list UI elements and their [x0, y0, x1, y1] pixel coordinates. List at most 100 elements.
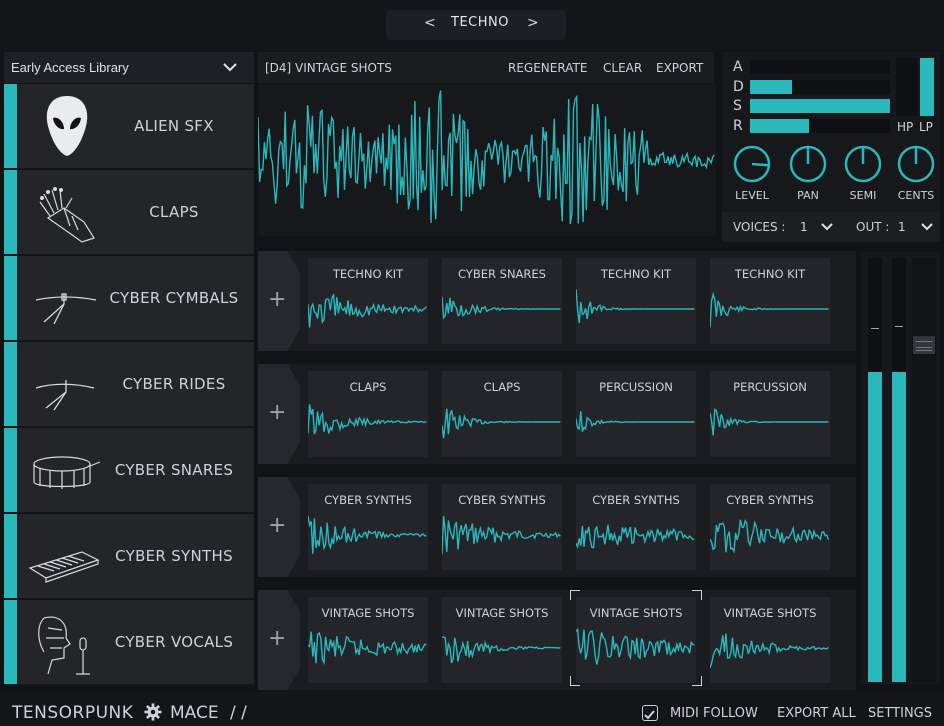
clear-button[interactable]: CLEAR [603, 61, 643, 75]
selection-strip [4, 600, 17, 684]
sample-pad[interactable]: VINTAGE SHOTS [576, 597, 696, 683]
next-preset-button[interactable]: > [527, 15, 539, 31]
library-item-label: CYBER RIDES [122, 375, 226, 393]
level-knob[interactable] [730, 144, 774, 188]
brand-name: TENSORPUNK [12, 703, 134, 723]
sample-pad[interactable]: PERCUSSION [710, 371, 830, 457]
pad-waveform [308, 292, 427, 328]
sample-pad[interactable]: CLAPS [442, 371, 562, 457]
knob-pointer [751, 162, 769, 167]
library-item-cyber-rides[interactable]: CYBER RIDES [4, 342, 254, 427]
pad-label: CYBER SYNTHS [726, 493, 814, 507]
preset-name[interactable]: TECHNO [451, 15, 509, 30]
lp-slider[interactable] [920, 58, 934, 116]
settings-button[interactable]: SETTINGS [868, 706, 933, 721]
add-pad-button[interactable]: + [258, 477, 300, 577]
pad-label: TECHNO KIT [600, 267, 672, 281]
robot-hand-icon [39, 187, 95, 243]
export-button[interactable]: EXPORT [656, 61, 704, 75]
product-name: MACE [170, 703, 219, 723]
pad-label: CLAPS [483, 380, 521, 394]
release-slider[interactable] [750, 119, 890, 133]
waveform-trace [442, 515, 561, 555]
pad-waveform [308, 404, 427, 435]
chevron-down-icon[interactable] [820, 222, 834, 232]
sample-pad[interactable]: TECHNO KIT [576, 258, 696, 344]
waveform-trace [576, 627, 695, 665]
checkmark-icon [644, 710, 655, 720]
pad-label: VINTAGE SHOTS [455, 606, 549, 620]
sample-pad[interactable]: CYBER SYNTHS [576, 484, 696, 570]
voices-label: VOICES : [733, 220, 786, 234]
sustain-slider[interactable] [750, 99, 890, 113]
library-item-label: CYBER VOCALS [114, 633, 234, 651]
library-item-cyber-vocals[interactable]: CYBER VOCALS [4, 600, 254, 685]
sample-pad[interactable]: VINTAGE SHOTS [308, 597, 428, 683]
sample-pad[interactable]: CYBER SYNTHS [710, 484, 830, 570]
cymbal-icon [35, 293, 97, 325]
pad-waveform [576, 627, 695, 665]
sample-pad[interactable]: VINTAGE SHOTS [710, 597, 830, 683]
library-item-cyber-cymbals[interactable]: CYBER CYMBALS [4, 256, 254, 341]
sample-pad[interactable]: TECHNO KIT [308, 258, 428, 344]
pad-label: CYBER SYNTHS [592, 493, 680, 507]
release-label: R [733, 118, 743, 134]
waveform-trace [710, 633, 829, 669]
library-item-label: CYBER SYNTHS [115, 547, 233, 565]
prev-preset-button[interactable]: < [424, 15, 436, 31]
waveform-trace [308, 292, 427, 328]
decay-slider[interactable] [750, 80, 890, 94]
sample-pad[interactable]: PERCUSSION [576, 371, 696, 457]
voices-out-bar [722, 212, 940, 242]
gear-icon[interactable] [144, 703, 162, 721]
hp-label: HP [897, 120, 914, 134]
library-item-cyber-synths[interactable]: CYBER SYNTHS [4, 514, 254, 599]
sample-pad[interactable]: CYBER SYNTHS [442, 484, 562, 570]
pad-waveform [710, 519, 830, 554]
pad-label: PERCUSSION [733, 380, 807, 394]
selection-strip [4, 256, 17, 340]
head-microphone-icon [38, 616, 90, 675]
waveform-trace [442, 636, 561, 664]
selection-strip [4, 514, 17, 598]
lp-fill [920, 58, 934, 116]
pad-label: TECHNO KIT [332, 267, 404, 281]
snare-drum-icon [33, 456, 101, 489]
midi-follow-checkbox[interactable] [642, 705, 658, 721]
pan-knob[interactable] [786, 144, 830, 188]
pan-label: PAN [797, 189, 819, 202]
sample-pad[interactable]: TECHNO KIT [710, 258, 830, 344]
cents-knob[interactable] [894, 144, 938, 188]
sample-pad[interactable]: CLAPS [308, 371, 428, 457]
pad-waveform [710, 408, 829, 436]
semi-knob[interactable] [841, 144, 885, 188]
pad-label: CYBER SYNTHS [458, 493, 546, 507]
export-all-button[interactable]: EXPORT ALL [777, 706, 856, 721]
sample-pad[interactable]: CYBER SNARES [442, 258, 562, 344]
library-item-claps[interactable]: CLAPS [4, 170, 254, 255]
waveform-display[interactable] [257, 84, 716, 236]
attack-slider[interactable] [750, 60, 890, 74]
hp-slider[interactable] [896, 58, 918, 116]
decay-fill [750, 80, 792, 94]
pad-label: CLAPS [349, 380, 387, 394]
library-item-label: CLAPS [149, 203, 199, 221]
library-item-cyber-snares[interactable]: CYBER SNARES [4, 428, 254, 513]
regenerate-button[interactable]: REGENERATE [508, 61, 588, 75]
add-pad-button[interactable]: + [258, 251, 300, 351]
chevron-down-icon[interactable] [920, 222, 934, 232]
add-pad-button[interactable]: + [258, 364, 300, 464]
midi-follow-label[interactable]: MIDI FOLLOW [670, 706, 758, 721]
chevron-down-icon[interactable] [222, 61, 238, 73]
volume-handle[interactable] [913, 336, 935, 354]
voices-value[interactable]: 1 [800, 220, 808, 234]
pad-row: + CLAPS CLAPS PERCUSSION PERCUSSION [258, 364, 856, 464]
add-pad-button[interactable]: + [258, 590, 300, 690]
sample-pad[interactable]: CYBER SYNTHS [308, 484, 428, 570]
sample-pad[interactable]: VINTAGE SHOTS [442, 597, 562, 683]
out-value[interactable]: 1 [898, 220, 906, 234]
library-title: Early Access Library [11, 60, 129, 75]
library-dropdown[interactable] [4, 52, 254, 83]
library-item-alien-sfx[interactable]: ALIEN SFX [4, 84, 254, 169]
master-volume-slider[interactable] [912, 258, 936, 682]
